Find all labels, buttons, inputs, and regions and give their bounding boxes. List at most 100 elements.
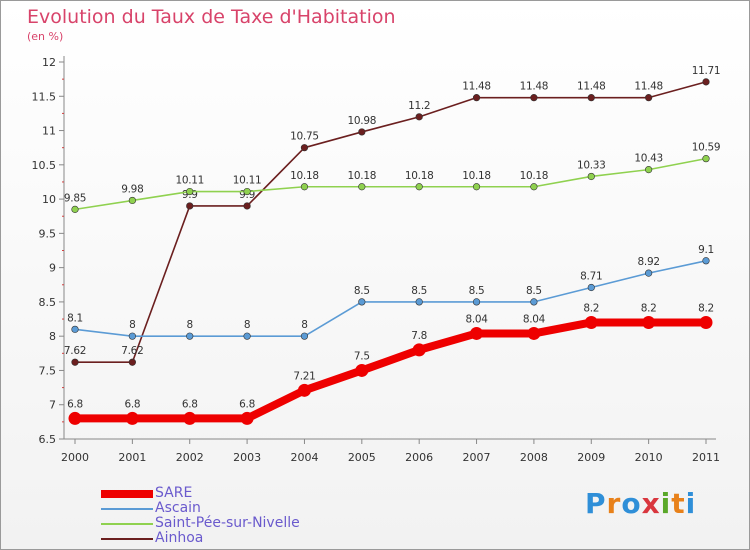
data-point (355, 363, 369, 377)
x-tick-label: 2000 (61, 451, 89, 464)
data-label: 10.11 (233, 175, 262, 187)
legend-label: Ainhoa (155, 530, 204, 546)
data-label: 10.43 (634, 153, 663, 165)
chart-title: Evolution du Taux de Taxe d'Habitation (27, 6, 396, 28)
data-label: 6.8 (239, 398, 255, 410)
data-point (71, 358, 79, 366)
y-tick-label: 12 (42, 56, 56, 69)
data-point (300, 183, 309, 191)
x-tick-label: 2007 (463, 451, 491, 464)
proxiti-logo: Proxiti (585, 487, 697, 520)
data-point (412, 343, 426, 357)
data-label: 7.62 (64, 345, 86, 357)
x-tick-label: 2002 (176, 451, 204, 464)
data-label: 10.18 (290, 170, 319, 182)
data-point (71, 325, 79, 333)
data-label: 10.11 (175, 175, 204, 187)
x-tick-label: 2001 (118, 451, 146, 464)
data-label: 10.75 (290, 131, 319, 143)
data-label: 8.5 (411, 285, 427, 297)
data-point (243, 332, 251, 340)
data-point (645, 166, 653, 174)
data-point (527, 326, 541, 340)
legend-swatch (101, 523, 153, 525)
data-point (415, 298, 423, 306)
data-point (587, 283, 595, 292)
data-label: 8.92 (638, 256, 660, 268)
series-line (74, 81, 707, 364)
data-point (358, 298, 366, 306)
data-label: 8 (301, 319, 307, 331)
data-label: 8.04 (523, 313, 546, 325)
data-label: 8.2 (698, 302, 714, 314)
data-label: 8.5 (526, 285, 542, 297)
data-label: 10.18 (405, 170, 434, 182)
data-label: 8 (187, 319, 193, 331)
data-label: 8 (129, 319, 135, 331)
y-tick-label: 8.5 (39, 296, 57, 309)
data-point (243, 202, 251, 210)
data-point (358, 183, 366, 191)
data-point (699, 315, 713, 329)
y-tick-label: 9 (49, 262, 56, 275)
x-tick-label: 2011 (692, 451, 720, 464)
x-tick-label: 2005 (348, 451, 376, 464)
data-point (128, 358, 136, 366)
legend-label: Ascain (155, 500, 201, 516)
series-ascain: 8.1 8 8 8 8 8.5 8.5 8.5 8.5 8.71 8.92 9.1 (67, 244, 714, 340)
y-tick-label: 9.5 (39, 227, 57, 240)
data-point (358, 128, 366, 136)
data-point (587, 94, 595, 102)
data-label: 6.8 (124, 398, 140, 410)
data-point (128, 332, 136, 340)
data-label: 10.98 (348, 115, 377, 127)
legend-label: Saint-Pée-sur-Nivelle (155, 515, 300, 531)
y-tick-label: 6.5 (39, 433, 57, 446)
data-point (125, 411, 139, 425)
data-point (300, 144, 309, 152)
data-label: 8.71 (580, 271, 602, 283)
x-tick-label: 2004 (290, 451, 318, 464)
data-label: 10.18 (520, 170, 549, 182)
series-saint-p-e-sur-nivelle: 9.85 9.98 10.11 10.11 10.18 10.18 10.18 10.18 10… (64, 142, 721, 213)
data-point (472, 94, 481, 102)
x-tick-label: 2006 (405, 451, 433, 464)
data-point (186, 332, 194, 340)
x-tick-label: 2003 (233, 451, 261, 464)
data-point (642, 315, 656, 329)
data-point (300, 332, 309, 340)
data-label: 6.8 (182, 398, 198, 410)
data-label: 11.71 (692, 65, 721, 77)
x-tick-label: 2009 (577, 451, 605, 464)
y-tick-label: 7 (49, 399, 56, 412)
data-label: 8 (244, 319, 250, 331)
y-tick-label: 11.5 (32, 90, 57, 103)
x-tick-label: 2010 (635, 451, 663, 464)
data-label: 8.5 (469, 285, 485, 297)
data-point (297, 383, 311, 397)
data-point (128, 196, 136, 205)
data-label: 10.59 (692, 142, 721, 154)
data-label: 11.48 (577, 81, 606, 93)
data-label: 9.85 (64, 192, 86, 204)
data-label: 7.5 (354, 350, 370, 362)
data-label: 11.48 (462, 81, 491, 93)
data-label: 9.98 (121, 183, 143, 195)
y-tick-label: 11 (42, 125, 56, 138)
data-point (645, 269, 653, 277)
data-label: 11.2 (408, 100, 430, 112)
data-point (472, 183, 481, 191)
data-point (530, 183, 538, 191)
data-label: 7.8 (411, 330, 427, 342)
data-label: 6.8 (67, 398, 83, 410)
data-point (702, 78, 710, 86)
data-point (240, 411, 254, 425)
data-label: 8.04 (465, 313, 488, 325)
legend-label: SARE (155, 485, 193, 501)
x-tick-label: 2008 (520, 451, 548, 464)
data-label: 8.5 (354, 285, 370, 297)
data-label: 8.2 (583, 302, 599, 314)
data-point (587, 172, 595, 181)
